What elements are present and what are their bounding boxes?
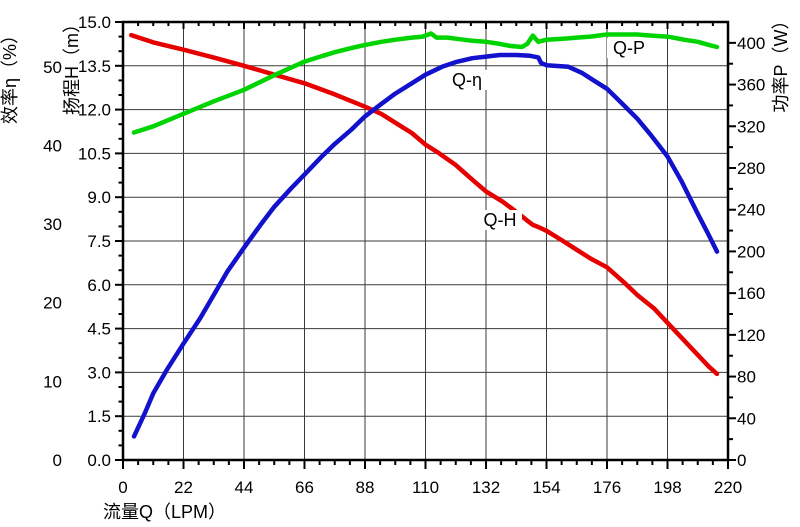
x-tick-label: 176 [593, 478, 621, 497]
curve-q-h [129, 32, 720, 377]
tick-labels: 0 22 44 66 88 110 132 154 176 198 220 0.0 1.5 3.0 4.5 6… [43, 13, 765, 497]
head-tick-label: 10.5 [78, 144, 111, 163]
curve-q- [131, 52, 720, 439]
head-tick-label: 13.5 [78, 57, 111, 76]
power-tick-label: 240 [737, 201, 765, 220]
head-tick-label: 0.0 [87, 451, 111, 470]
power-tick-label: 200 [737, 242, 765, 261]
y-axis-title-efficiency: 效率η（%） [0, 26, 20, 124]
curve-label: Q-η [452, 70, 482, 90]
curve-label-bg [478, 210, 522, 230]
x-tick-label: 198 [653, 478, 681, 497]
x-tick-label: 154 [532, 478, 560, 497]
axis-ticks [115, 21, 736, 469]
head-tick-label: 4.5 [87, 320, 111, 339]
curve-label: Q-P [613, 38, 645, 58]
grid-lines [123, 22, 728, 460]
power-tick-label: 40 [737, 409, 756, 428]
efficiency-tick-label: 10 [43, 372, 62, 391]
head-tick-label: 15.0 [78, 13, 111, 32]
efficiency-tick-label: 50 [43, 58, 62, 77]
power-tick-label: 160 [737, 284, 765, 303]
head-tick-label: 12.0 [78, 101, 111, 120]
y-axis-title-power: 功率P（W） [771, 12, 791, 113]
efficiency-tick-label: 30 [43, 215, 62, 234]
x-tick-label: 66 [295, 478, 314, 497]
x-tick-label: 220 [714, 478, 742, 497]
curve-q-p [131, 31, 720, 135]
x-tick-label: 110 [412, 478, 439, 497]
power-tick-label: 320 [737, 117, 765, 136]
head-tick-label: 9.0 [87, 188, 111, 207]
data-curves [129, 31, 720, 439]
power-tick-label: 0 [737, 451, 746, 470]
power-tick-label: 360 [737, 76, 765, 95]
y-axis-title-head: 扬程H（m） [62, 15, 82, 115]
power-tick-label: 400 [737, 34, 765, 53]
x-tick-label: 0 [118, 478, 127, 497]
efficiency-tick-label: 20 [43, 294, 62, 313]
head-tick-label: 7.5 [87, 232, 111, 251]
power-tick-label: 280 [737, 159, 765, 178]
x-axis-title: 流量Q（LPM） [103, 502, 226, 522]
head-tick-label: 6.0 [87, 276, 111, 295]
efficiency-tick-label: 0 [53, 451, 62, 470]
head-tick-label: 1.5 [87, 407, 111, 426]
head-tick-label: 3.0 [87, 363, 111, 382]
efficiency-tick-label: 40 [43, 136, 62, 155]
curve-label-bg [445, 70, 489, 90]
x-tick-label: 22 [174, 478, 193, 497]
curve-label-bg [607, 38, 651, 58]
power-tick-label: 80 [737, 368, 756, 387]
power-tick-label: 120 [737, 326, 765, 345]
curve-label: Q-H [484, 210, 517, 230]
curve-labels: Q-η Q-H Q-P [445, 38, 651, 230]
x-tick-label: 132 [472, 478, 500, 497]
x-tick-label: 44 [235, 478, 254, 497]
x-tick-label: 88 [356, 478, 375, 497]
